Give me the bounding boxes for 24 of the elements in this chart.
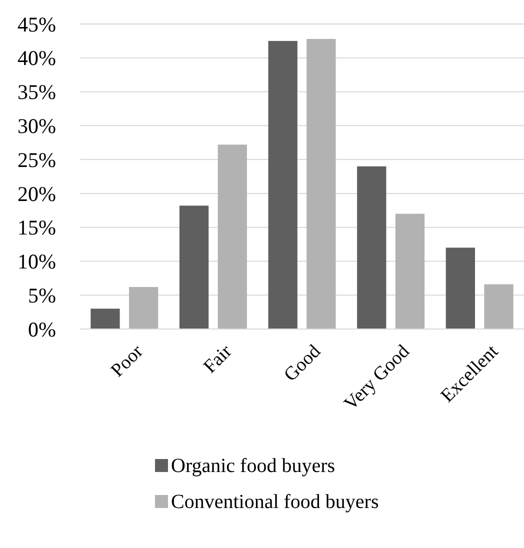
bar — [446, 248, 475, 329]
y-tick-label: 5% — [28, 283, 56, 308]
bar — [90, 308, 120, 329]
y-tick-label: 0% — [28, 317, 56, 342]
x-tick-label: Poor — [107, 340, 148, 382]
y-tick-label: 30% — [18, 114, 56, 138]
bar — [484, 284, 514, 329]
bar — [218, 144, 247, 329]
bar — [395, 214, 425, 329]
y-tick-label: 15% — [18, 216, 56, 240]
y-tick-label: 20% — [18, 182, 56, 206]
bar — [179, 206, 209, 329]
y-tick-label: 35% — [18, 80, 56, 104]
x-tick-label: Fair — [200, 340, 237, 378]
bar — [129, 286, 158, 329]
y-tick-label: 45% — [18, 12, 56, 36]
legend-label: Conventional food buyers — [171, 491, 379, 513]
bar — [357, 166, 386, 329]
y-tick-label: 10% — [18, 250, 56, 274]
legend-label: Organic food buyers — [171, 455, 336, 477]
y-tick-label: 40% — [18, 46, 56, 70]
bar — [306, 38, 336, 329]
y-tick-label: 25% — [18, 148, 56, 172]
bar — [268, 40, 298, 329]
